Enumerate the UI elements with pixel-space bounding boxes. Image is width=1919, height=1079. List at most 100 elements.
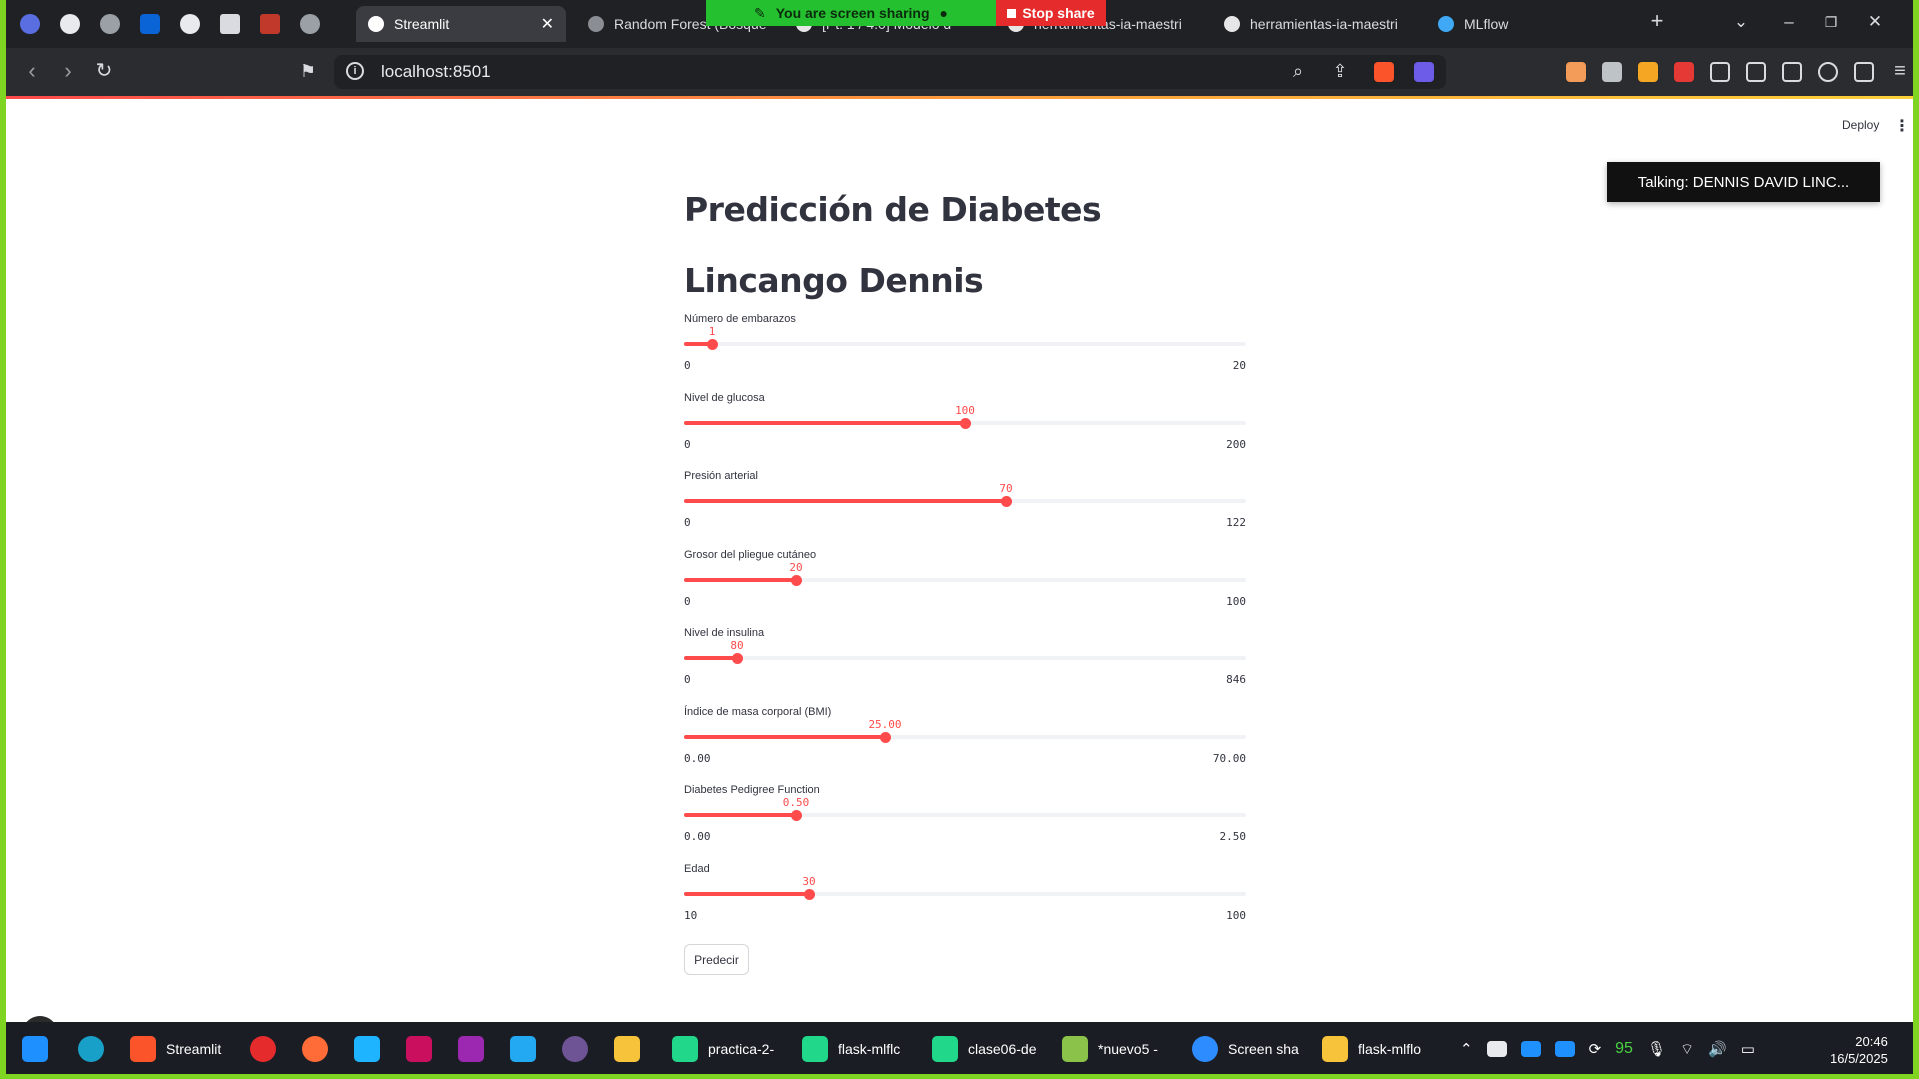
vpn-icon[interactable] [1854,62,1874,82]
url-text[interactable]: localhost:8501 [381,62,491,81]
onedrive-icon[interactable] [1554,1041,1575,1057]
slider-min: 0.00 [684,830,711,843]
extensions-puzzle-icon[interactable] [1710,62,1730,82]
taskbar-item-streamlit[interactable]: Streamlit [130,1036,221,1062]
slider-thumb[interactable] [707,339,718,350]
brave-shields-icon[interactable] [1374,62,1394,82]
slider-thumb[interactable] [732,653,743,664]
tab-herramientas-2[interactable]: herramientas-ia-maestri [1212,6,1412,42]
back-icon[interactable]: ‹ [28,58,36,83]
wallet-icon[interactable] [1782,62,1802,82]
slider-track[interactable] [684,734,1246,739]
extension-icon[interactable] [1602,62,1622,82]
slider-thumb[interactable] [960,417,971,429]
slider[interactable]: Nivel de insulina 80 0 846 [684,627,1246,697]
start-button[interactable] [22,1036,58,1062]
slider-label: Diabetes Pedigree Function [684,784,820,796]
slider-label: Nivel de glucosa [684,391,765,404]
restore-button[interactable]: ❐ [1824,14,1838,30]
pinned-tab-scihub[interactable] [254,9,286,39]
taskbar-edge[interactable] [78,1036,114,1062]
slider-track[interactable] [684,891,1246,896]
slider[interactable]: Presión arterial 70 0 122 [684,470,1246,540]
tab-streamlit[interactable]: Streamlit ✕ [356,6,566,42]
taskbar-youtube-music[interactable] [250,1036,286,1062]
taskbar-item-explorer[interactable]: flask-mlflo [1322,1036,1421,1062]
onedrive-icon[interactable] [1520,1041,1541,1057]
microphone-icon[interactable]: 🎙 [1646,1041,1666,1058]
taskbar-item-practica[interactable]: practica-2- [672,1036,774,1062]
pinned-tab-outlook[interactable] [134,9,166,39]
bookmark-icon[interactable]: ⚑ [299,61,317,81]
taskbar-item-notepad[interactable]: *nuevo5 - [1062,1036,1158,1062]
extension-icon[interactable] [1638,62,1658,82]
address-bar[interactable] [334,55,1446,89]
stop-share-button[interactable]: Stop share [996,0,1106,26]
minimize-button[interactable]: – [1784,12,1794,31]
forward-icon[interactable]: › [64,58,72,83]
slider-thumb[interactable] [880,731,891,743]
slider-track[interactable] [684,656,1246,660]
zoom-icon[interactable]: ⌕ [1292,61,1304,81]
extension-icon[interactable] [1674,62,1694,82]
tab-search-button[interactable]: ⌄ [1733,12,1749,31]
slider-thumb[interactable] [804,888,815,900]
taskbar-vscode[interactable] [510,1036,546,1062]
taskbar-rider[interactable] [406,1036,442,1062]
predict-button[interactable]: Predecir [684,944,749,975]
tab-mlflow[interactable]: MLflow [1426,6,1626,42]
leo-ai-icon[interactable] [1818,62,1838,82]
pinned-tab-2[interactable] [54,9,86,39]
sync-icon[interactable]: ⟳ [1588,1041,1602,1058]
cloud-icon[interactable] [1486,1041,1507,1057]
pinned-tab-4[interactable] [174,9,206,39]
taskbar-postman[interactable] [302,1036,338,1062]
battery-icon[interactable]: ▭ [1740,1041,1755,1058]
slider[interactable]: Diabetes Pedigree Function 0.50 0.00 2.50 [684,784,1246,854]
pinned-tab-1[interactable] [14,9,46,39]
taskbar-item-flask-mlflc[interactable]: flask-mlflc [802,1036,900,1062]
close-icon[interactable]: ✕ [540,16,554,33]
close-window-button[interactable]: ✕ [1867,12,1883,31]
slider-max: 100 [1226,594,1246,608]
share-icon[interactable]: ⇪ [1332,61,1348,81]
slider-track[interactable] [684,577,1246,582]
chevron-up-icon[interactable]: ⌃ [1460,1041,1473,1058]
pinned-tab-3[interactable] [94,9,126,39]
info-icon[interactable]: i [346,62,364,80]
sidebar-icon[interactable] [1746,62,1766,82]
main-menu-icon[interactable]: ⋮ [1894,118,1910,135]
slider-track[interactable] [684,813,1246,817]
new-tab-button[interactable]: + [1650,8,1664,33]
slider[interactable]: Grosor del pliegue cutáneo 20 0 100 [684,549,1246,619]
taskbar-webstorm[interactable] [354,1036,390,1062]
taskbar-item-zoom[interactable]: Screen sha [1192,1036,1299,1062]
slider[interactable]: Índice de masa corporal (BMI) 25.00 0.00 70… [684,706,1246,776]
pinned-tab-5[interactable] [214,9,246,39]
vscode-icon [510,1036,536,1062]
taskbar-datagrip[interactable] [458,1036,494,1062]
taskbar-file[interactable] [614,1036,650,1062]
pinned-tab-6[interactable] [294,9,326,39]
taskbar-github-desktop[interactable] [562,1036,598,1062]
brave-rewards-icon[interactable] [1414,62,1434,82]
slider[interactable]: Edad 30 10 100 [684,863,1246,933]
taskbar-item-clase06[interactable]: clase06-de [932,1036,1037,1062]
slider-track[interactable] [684,342,1246,346]
taskbar-label: practica-2- [708,1041,775,1057]
slider[interactable]: Número de embarazos 1 0 20 [684,313,1246,383]
slider[interactable]: Nivel de glucosa 100 0 200 [684,392,1246,462]
slider-thumb[interactable] [791,810,802,821]
tray-counter[interactable]: 95 [1615,1040,1633,1057]
slider-thumb[interactable] [791,574,802,586]
clock[interactable]: 20:46 16/5/2025 [1830,1033,1888,1067]
volume-icon[interactable]: 🔊 [1708,1041,1727,1058]
reload-icon[interactable]: ↻ [95,60,113,82]
wifi-icon[interactable]: ⌔ [1680,1040,1695,1058]
menu-icon[interactable]: ≡ [1894,60,1906,82]
slider-label: Grosor del pliegue cutáneo [684,548,817,561]
deploy-button[interactable]: Deploy [1842,118,1880,132]
datagrip-icon [458,1036,484,1062]
extension-icon[interactable] [1566,62,1586,82]
slider-thumb[interactable] [1001,496,1012,507]
